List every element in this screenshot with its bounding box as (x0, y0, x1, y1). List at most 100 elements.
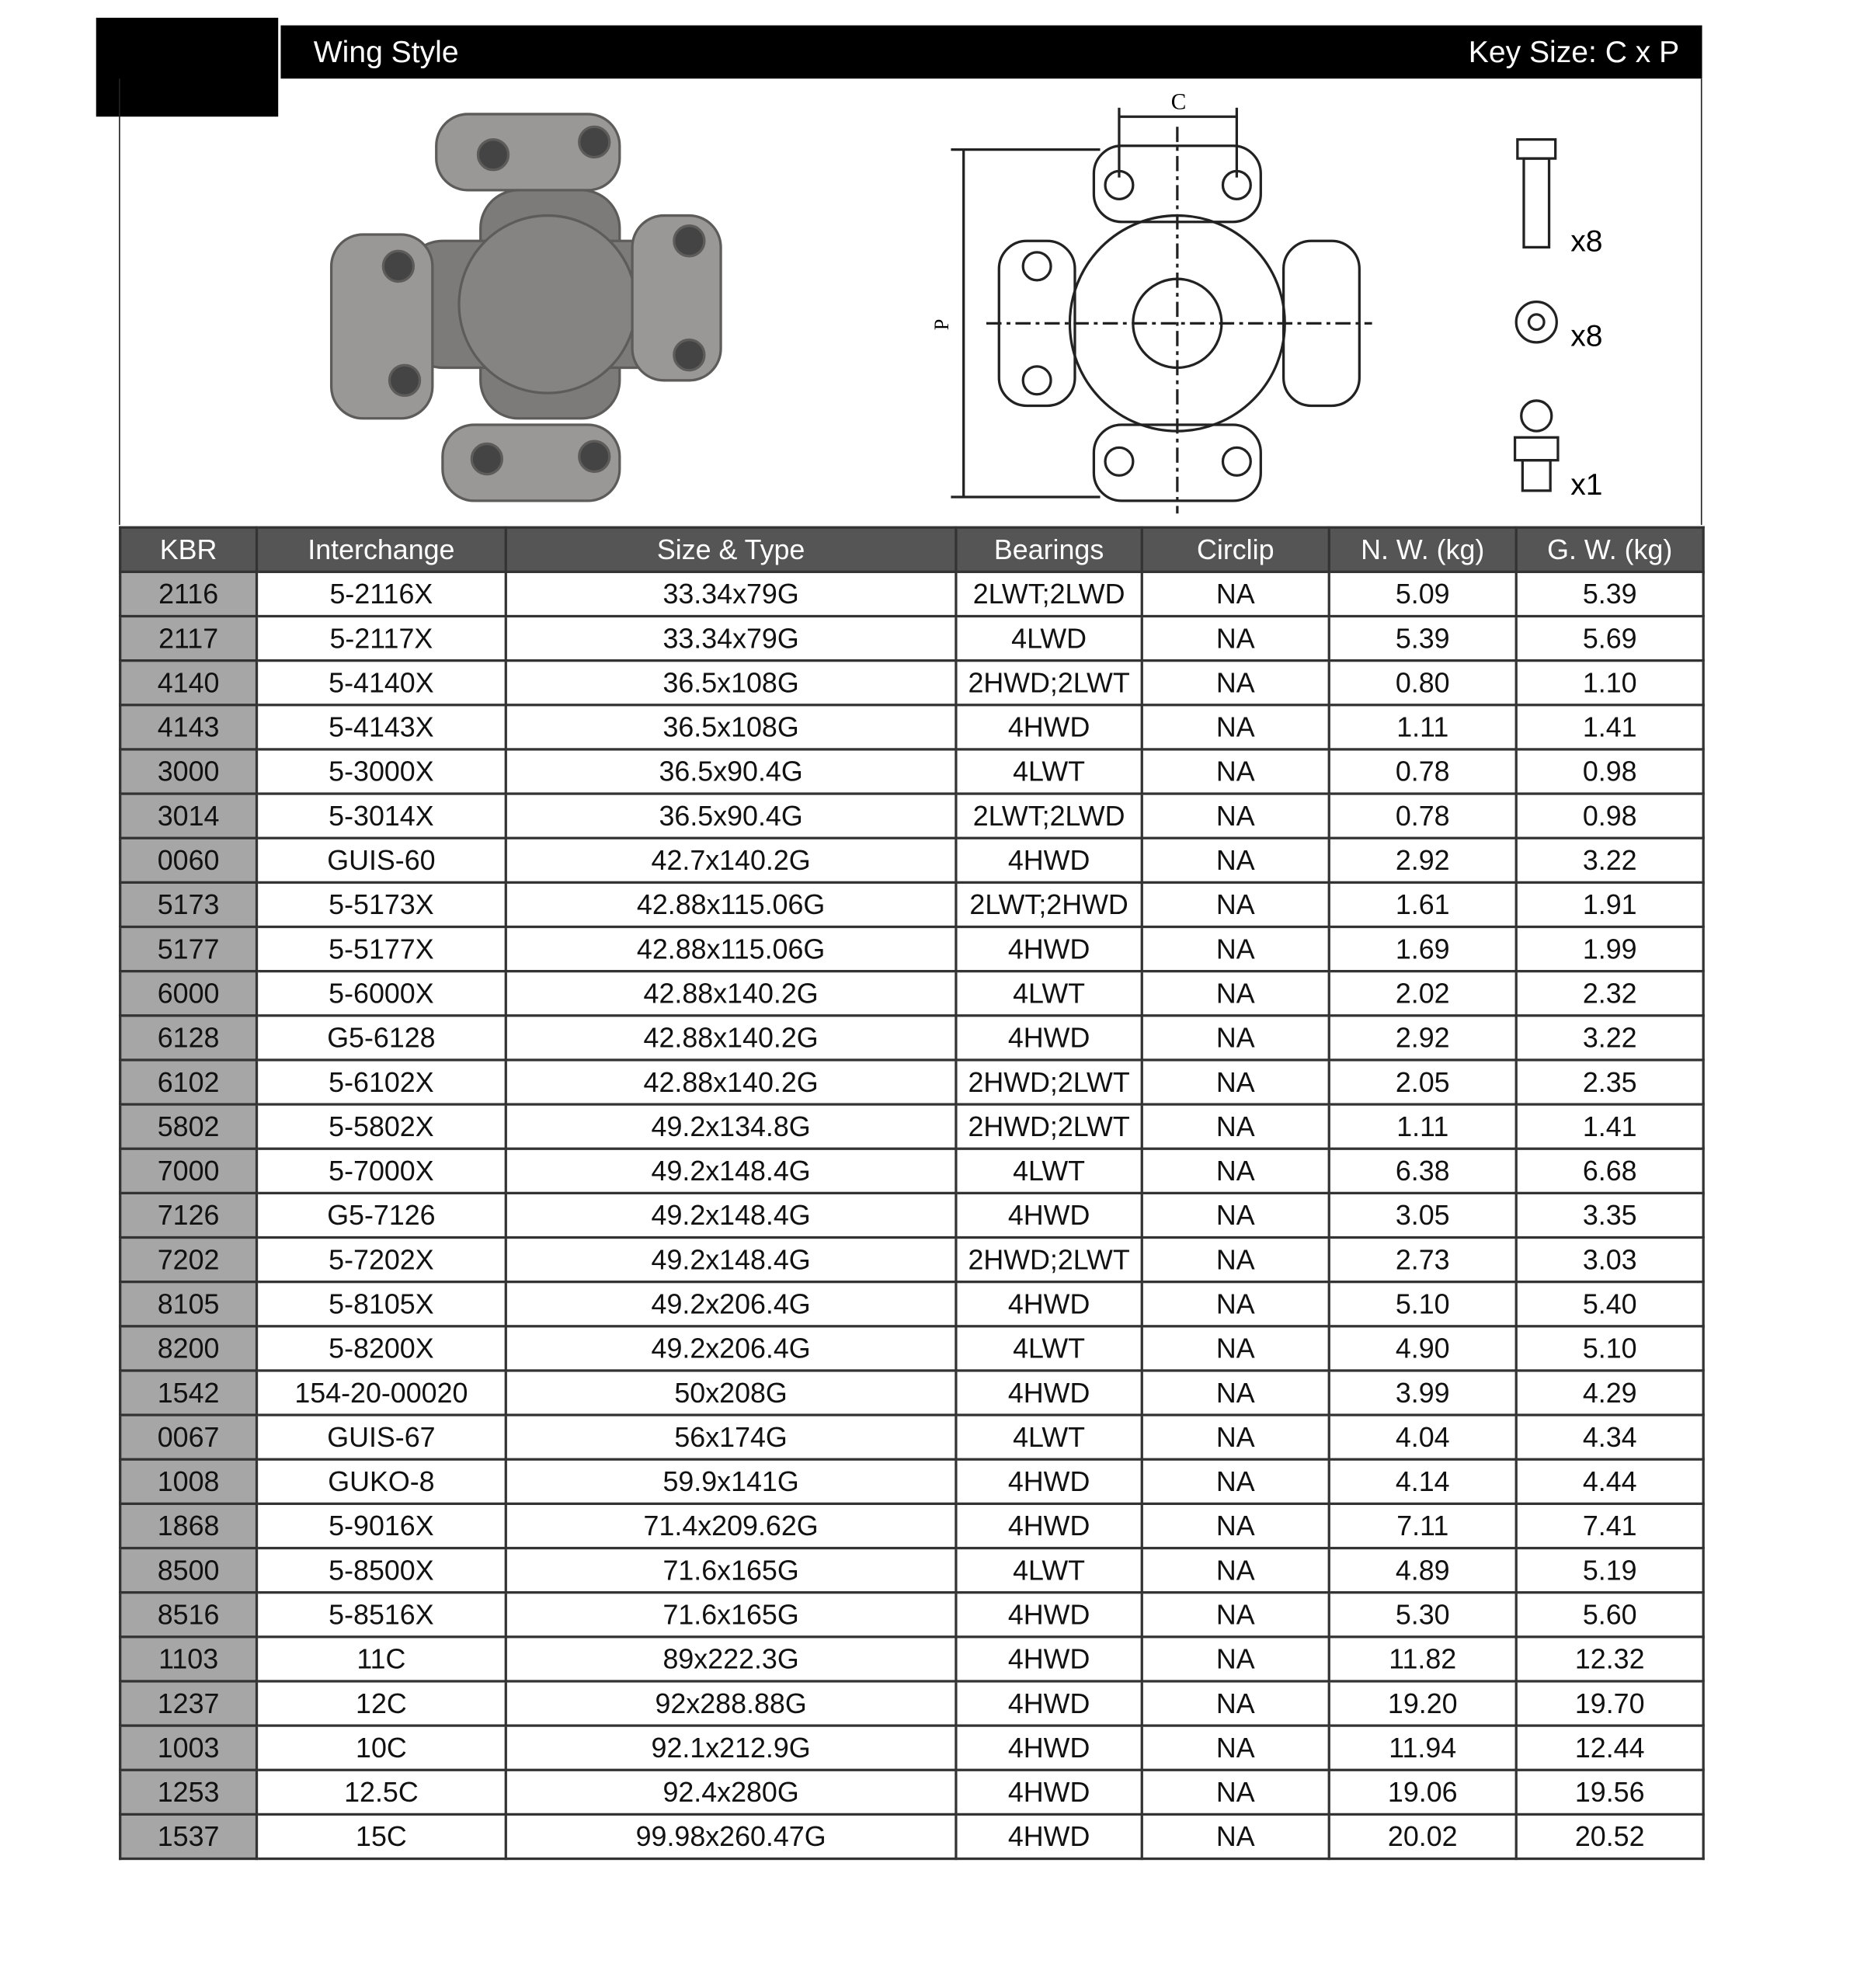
table-cell: 4LWT (955, 1147, 1143, 1195)
table-cell: 4HWD (955, 1369, 1143, 1416)
table-cell: NA (1140, 1236, 1330, 1284)
table-cell: 49.2x148.4G (504, 1191, 958, 1239)
table-cell: 5-4140X (255, 659, 507, 707)
table-cell: 5-2116X (255, 570, 507, 618)
table-cell: NA (1140, 614, 1330, 662)
table-cell: 5.10 (1514, 1325, 1705, 1372)
table-cell: 4140 (119, 659, 259, 707)
table-cell: 0067 (119, 1413, 259, 1461)
table-cell: 4HWD (955, 1591, 1143, 1639)
table-cell: 4LWT (955, 1413, 1143, 1461)
table-cell: 71.6x165G (504, 1546, 958, 1594)
table-cell: 92.4x280G (504, 1768, 958, 1816)
table-row: 1008 GUKO-8 59.9x141G 4HWD NA 4.14 4.44 (119, 1458, 1705, 1506)
bolt-count: x8 (1570, 224, 1602, 258)
table-cell: NA (1140, 1768, 1330, 1816)
washer-count: x8 (1570, 320, 1602, 353)
table-cell: NA (1140, 570, 1330, 618)
table-row: 2116 5-2116X 33.34x79G 2LWT;2LWD NA 5.09 5.39 (119, 570, 1705, 618)
table-cell: NA (1140, 1014, 1330, 1062)
table-cell: 4HWD (955, 1768, 1143, 1816)
table-cell: 2HWD;2LWT (955, 1103, 1143, 1150)
table-cell: 8500 (119, 1546, 259, 1594)
table-row: 4140 5-4140X 36.5x108G 2HWD;2LWT NA 0.80 1.10 (119, 659, 1705, 707)
table-cell: NA (1140, 1635, 1330, 1683)
table-cell: 42.88x115.06G (504, 925, 958, 973)
table-cell: 3.99 (1327, 1369, 1518, 1416)
table-cell: 5802 (119, 1103, 259, 1150)
table-cell: 5.39 (1514, 570, 1705, 618)
table-cell: 7202 (119, 1236, 259, 1284)
table-cell: 8105 (119, 1281, 259, 1328)
table-row: 1103 11C 89x222.3G 4HWD NA 11.82 12.32 (119, 1635, 1705, 1683)
table-cell: 2116 (119, 570, 259, 618)
table-cell: 5-7000X (255, 1147, 507, 1195)
table-cell: 1253 (119, 1768, 259, 1816)
table-cell: NA (1140, 1680, 1330, 1727)
table-row: 3000 5-3000X 36.5x90.4G 4LWT NA 0.78 0.98 (119, 748, 1705, 795)
table-cell: 5.10 (1327, 1281, 1518, 1328)
table-cell: 1.10 (1514, 659, 1705, 707)
table-row: 1868 5-9016X 71.4x209.62G 4HWD NA 7.11 7.41 (119, 1502, 1705, 1550)
table-row: 2117 5-2117X 33.34x79G 4LWD NA 5.39 5.69 (119, 614, 1705, 662)
table-cell: NA (1140, 1281, 1330, 1328)
table-cell: 71.6x165G (504, 1591, 958, 1639)
table-cell: NA (1140, 836, 1330, 884)
table-cell: 5-4143X (255, 704, 507, 751)
table-cell: 5.60 (1514, 1591, 1705, 1639)
table-cell: 12.5C (255, 1768, 507, 1816)
table-cell: 1.99 (1514, 925, 1705, 973)
table-row: 6000 5-6000X 42.88x140.2G 4LWT NA 2.02 2.32 (119, 970, 1705, 1017)
table-cell: 11.94 (1327, 1724, 1518, 1771)
table-cell: 99.98x260.47G (504, 1812, 958, 1861)
table-cell: 5.19 (1514, 1546, 1705, 1594)
table-cell: 5-3000X (255, 748, 507, 795)
table-cell: G5-6128 (255, 1014, 507, 1062)
table-cell: 4HWD (955, 1458, 1143, 1506)
table-cell: 4HWD (955, 1281, 1143, 1328)
image-panel (119, 78, 1702, 525)
table-cell: 19.70 (1514, 1680, 1705, 1727)
column-header: Bearings (955, 526, 1143, 573)
table-cell: 7126 (119, 1191, 259, 1239)
table-cell: 8200 (119, 1325, 259, 1372)
table-cell: 49.2x134.8G (504, 1103, 958, 1150)
table-cell: 4.14 (1327, 1458, 1518, 1506)
table-cell: NA (1140, 1458, 1330, 1506)
table-cell: NA (1140, 1591, 1330, 1639)
table-cell: 4.44 (1514, 1458, 1705, 1506)
table-cell: 2.02 (1327, 970, 1518, 1017)
table-cell: NA (1140, 704, 1330, 751)
table-cell: 4LWD (955, 614, 1143, 662)
table-cell: 4HWD (955, 1724, 1143, 1771)
table-cell: 12.32 (1514, 1635, 1705, 1683)
table-cell: 3.05 (1327, 1191, 1518, 1239)
table-cell: GUKO-8 (255, 1458, 507, 1506)
table-row: 0060 GUIS-60 42.7x140.2G 4HWD NA 2.92 3.22 (119, 836, 1705, 884)
table-cell: 1.11 (1327, 704, 1518, 751)
key-size: Key Size: C x P (1468, 35, 1680, 70)
table-cell: 2HWD;2LWT (955, 1236, 1143, 1284)
table-row: 5177 5-5177X 42.88x115.06G 4HWD NA 1.69 1.99 (119, 925, 1705, 973)
table-cell: 8516 (119, 1591, 259, 1639)
table-cell: 0.78 (1327, 792, 1518, 839)
table-cell: NA (1140, 881, 1330, 929)
table-cell: 92.1x212.9G (504, 1724, 958, 1771)
table-cell: 6.68 (1514, 1147, 1705, 1195)
table-cell: 3.35 (1514, 1191, 1705, 1239)
table-cell: NA (1140, 1325, 1330, 1372)
table-cell: 5173 (119, 881, 259, 929)
table-cell: 42.88x115.06G (504, 881, 958, 929)
table-cell: 4HWD (955, 1191, 1143, 1239)
table-cell: 4LWT (955, 1546, 1143, 1594)
title: Wing Style (313, 35, 459, 70)
table-cell: 2LWT;2LWD (955, 792, 1143, 839)
table-cell: 5-5173X (255, 881, 507, 929)
technical-drawing (951, 107, 1560, 514)
table-cell: 4.34 (1514, 1413, 1705, 1461)
table-row: 6102 5-6102X 42.88x140.2G 2HWD;2LWT NA 2.05 2.… (119, 1058, 1705, 1106)
column-header: KBR (119, 526, 259, 573)
table-row: 1237 12C 92x288.88G 4HWD NA 19.20 19.70 (119, 1680, 1705, 1727)
table-cell: NA (1140, 1147, 1330, 1195)
